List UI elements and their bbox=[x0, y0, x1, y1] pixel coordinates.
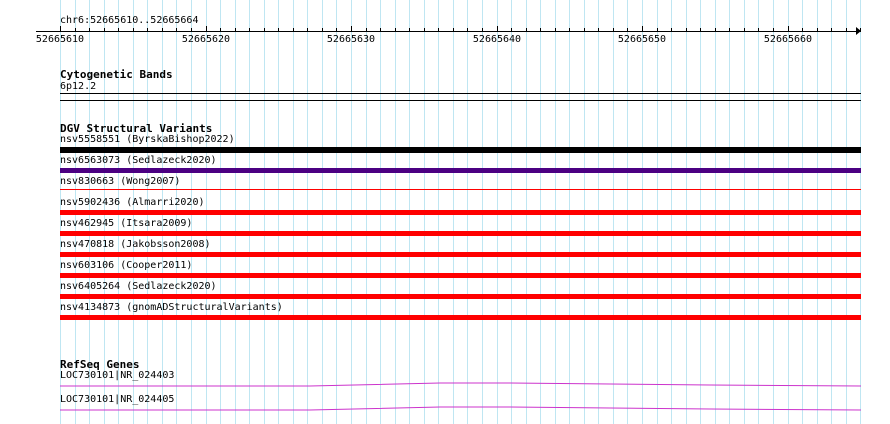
ruler-major-tick bbox=[60, 26, 61, 32]
ruler-minor-tick bbox=[526, 28, 527, 32]
refseq-gene-model[interactable] bbox=[60, 382, 862, 388]
dgv-feature-label[interactable]: nsv462945 (Itsara2009) bbox=[60, 218, 193, 229]
cytoband-bottom-line bbox=[60, 100, 861, 101]
ruler-minor-tick bbox=[438, 28, 439, 32]
dgv-feature-label[interactable]: nsv603106 (Cooper2011) bbox=[60, 260, 193, 271]
ruler-arrow-icon bbox=[856, 27, 861, 35]
ruler-minor-tick bbox=[715, 28, 716, 32]
dgv-feature-bar[interactable] bbox=[60, 147, 861, 153]
dgv-feature-label[interactable]: nsv470818 (Jakobsson2008) bbox=[60, 239, 211, 250]
ruler-minor-tick bbox=[118, 28, 119, 32]
dgv-feature-bar[interactable] bbox=[60, 189, 861, 190]
cytoband-track-title: Cytogenetic Bands bbox=[60, 68, 173, 81]
ruler-minor-tick bbox=[424, 28, 425, 32]
cytoband-top-line bbox=[60, 93, 861, 94]
dgv-feature-bar[interactable] bbox=[60, 231, 861, 236]
ruler-minor-tick bbox=[235, 28, 236, 32]
ruler-minor-tick bbox=[657, 28, 658, 32]
refseq-gene-model[interactable] bbox=[60, 406, 862, 412]
ruler-minor-tick bbox=[613, 28, 614, 32]
ruler-minor-tick bbox=[366, 28, 367, 32]
ruler-minor-tick bbox=[846, 28, 847, 32]
dgv-feature-bar[interactable] bbox=[60, 168, 861, 173]
ruler-tick-label: 52665650 bbox=[617, 34, 667, 45]
ruler-minor-tick bbox=[758, 28, 759, 32]
ruler-major-tick bbox=[497, 26, 498, 32]
ruler-minor-tick bbox=[380, 28, 381, 32]
ruler-minor-tick bbox=[555, 28, 556, 32]
ruler-tick-label: 52665610 bbox=[35, 34, 85, 45]
location-label: chr6:52665610..52665664 bbox=[60, 15, 199, 26]
ruler-major-tick bbox=[788, 26, 789, 32]
ruler-minor-tick bbox=[409, 28, 410, 32]
ruler-tick-label: 52665640 bbox=[472, 34, 522, 45]
ruler-minor-tick bbox=[75, 28, 76, 32]
ruler-minor-tick bbox=[744, 28, 745, 32]
ruler-minor-tick bbox=[162, 28, 163, 32]
refseq-gene-label[interactable]: LOC730101|NR_024405 bbox=[60, 394, 175, 405]
ruler-minor-tick bbox=[264, 28, 265, 32]
ruler-minor-tick bbox=[860, 28, 861, 32]
dgv-feature-label[interactable]: nsv6563073 (Sedlazeck2020) bbox=[60, 155, 217, 166]
dgv-feature-label[interactable]: nsv5558551 (ByrskaBishop2022) bbox=[60, 134, 235, 145]
ruler-minor-tick bbox=[584, 28, 585, 32]
dgv-track-title: DGV Structural Variants bbox=[60, 122, 213, 135]
ruler-minor-tick bbox=[540, 28, 541, 32]
ruler-minor-tick bbox=[467, 28, 468, 32]
ruler-minor-tick bbox=[598, 28, 599, 32]
ruler-minor-tick bbox=[278, 28, 279, 32]
ruler-axis bbox=[36, 31, 858, 32]
dgv-feature-label[interactable]: nsv5902436 (Almarri2020) bbox=[60, 197, 205, 208]
ruler-major-tick bbox=[642, 26, 643, 32]
ruler-minor-tick bbox=[104, 28, 105, 32]
ruler-minor-tick bbox=[817, 28, 818, 32]
ruler-major-tick bbox=[351, 26, 352, 32]
dgv-feature-bar[interactable] bbox=[60, 252, 861, 257]
ruler-minor-tick bbox=[336, 28, 337, 32]
dgv-feature-label[interactable]: nsv6405264 (Sedlazeck2020) bbox=[60, 281, 217, 292]
ruler-minor-tick bbox=[700, 28, 701, 32]
ruler-minor-tick bbox=[395, 28, 396, 32]
ruler-minor-tick bbox=[133, 28, 134, 32]
ruler-minor-tick bbox=[249, 28, 250, 32]
refseq-gene-label[interactable]: LOC730101|NR_024403 bbox=[60, 370, 175, 381]
ruler-minor-tick bbox=[453, 28, 454, 32]
gene-line bbox=[60, 382, 862, 387]
ruler-minor-tick bbox=[322, 28, 323, 32]
ruler-minor-tick bbox=[147, 28, 148, 32]
ruler-minor-tick bbox=[191, 28, 192, 32]
ruler-minor-tick bbox=[176, 28, 177, 32]
ruler-minor-tick bbox=[307, 28, 308, 32]
ruler-tick-label: 52665630 bbox=[326, 34, 376, 45]
ruler-minor-tick bbox=[293, 28, 294, 32]
ruler-minor-tick bbox=[482, 28, 483, 32]
ruler-tick-label: 52665620 bbox=[181, 34, 231, 45]
ruler-minor-tick bbox=[831, 28, 832, 32]
ruler-minor-tick bbox=[773, 28, 774, 32]
dgv-feature-bar[interactable] bbox=[60, 273, 861, 278]
ruler-minor-tick bbox=[671, 28, 672, 32]
ruler-minor-tick bbox=[802, 28, 803, 32]
dgv-feature-label[interactable]: nsv830663 (Wong2007) bbox=[60, 176, 181, 187]
ruler-minor-tick bbox=[220, 28, 221, 32]
ruler-minor-tick bbox=[569, 28, 570, 32]
ruler-minor-tick bbox=[729, 28, 730, 32]
ruler-minor-tick bbox=[627, 28, 628, 32]
refseq-track-title: RefSeq Genes bbox=[60, 358, 140, 371]
ruler-major-tick bbox=[206, 26, 207, 32]
ruler-minor-tick bbox=[686, 28, 687, 32]
gene-line bbox=[60, 406, 862, 411]
cytoband-label: 6p12.2 bbox=[60, 81, 97, 92]
dgv-feature-bar[interactable] bbox=[60, 210, 861, 215]
ruler-tick-label: 52665660 bbox=[763, 34, 813, 45]
dgv-feature-bar[interactable] bbox=[60, 294, 861, 299]
dgv-feature-label[interactable]: nsv4134873 (gnomADStructuralVariants) bbox=[60, 302, 283, 313]
dgv-feature-bar[interactable] bbox=[60, 315, 861, 320]
ruler-minor-tick bbox=[511, 28, 512, 32]
ruler-minor-tick bbox=[89, 28, 90, 32]
